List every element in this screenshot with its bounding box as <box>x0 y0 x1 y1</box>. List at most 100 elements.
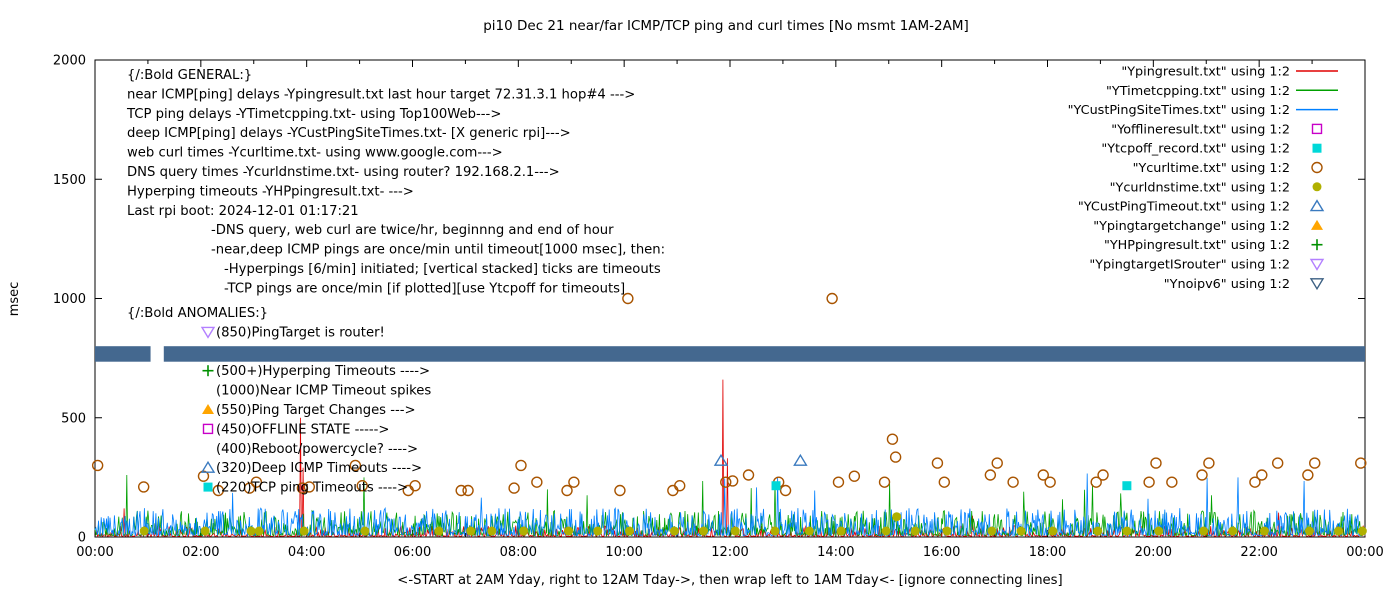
Ycurltime-point <box>455 484 467 497</box>
y-tick-label: 500 <box>61 411 86 426</box>
Ycurldnstime-point <box>246 526 256 536</box>
Ycurldnstime-point <box>466 526 476 536</box>
Ycurldnstime-point <box>910 526 920 536</box>
Ycurltime-point <box>742 469 755 481</box>
annotation-line: (500+)Hyperping Timeouts ----> <box>216 364 430 379</box>
annotation-line: near ICMP[ping] delays -Ypingresult.txt … <box>127 87 635 102</box>
x-tick-label: 16:00 <box>923 545 960 560</box>
Ycurltime-point <box>826 292 838 305</box>
y-tick-label: 1000 <box>53 292 86 307</box>
Ycurltime-point <box>1249 476 1261 488</box>
Ycurldnstime-point <box>200 526 210 536</box>
Ycurltime-point <box>832 476 845 488</box>
Ycurltime-point <box>1044 476 1056 488</box>
Ycurltime-point <box>720 476 732 488</box>
x-axis-label: <-START at 2AM Yday, right to 12AM Tday-… <box>397 573 1062 588</box>
legend-square-open-icon <box>1311 123 1323 135</box>
legend-entry: "Yofflineresult.txt" using 1:2 <box>1111 122 1323 137</box>
Ycurldnstime-point <box>487 526 497 536</box>
legend-label: "YpingtargetISrouter" using 1:2 <box>1089 258 1290 273</box>
annotation-line: -DNS query, web curl are twice/hr, begin… <box>211 223 614 238</box>
legend-entry: "Ycurldnstime.txt" using 1:2 <box>1110 180 1322 195</box>
YCustPingTimeout-point <box>713 453 729 466</box>
Ycurltime-point <box>531 476 543 488</box>
annotation-line: {/:Bold GENERAL:} <box>127 68 252 83</box>
Ycurltime-point <box>1271 457 1284 469</box>
Ycurltime-point <box>674 480 686 492</box>
Ycurltime-point <box>1256 469 1268 481</box>
annotation-line: -Hyperpings [6/min] initiated; [vertical… <box>224 262 661 277</box>
Ycurldnstime-point <box>564 526 574 536</box>
legend-entry: "Ytcpoff_record.txt" using 1:2 <box>1101 142 1322 157</box>
Ycurldnstime-point <box>1122 526 1132 536</box>
legend-entry: "Ynoipv6" using 1:2 <box>1164 277 1325 292</box>
annotation-line: (400)Reboot/powercycle? ----> <box>216 442 418 457</box>
Ytcpoff_record-point <box>771 481 781 491</box>
Ycurldnstime-point <box>254 526 264 536</box>
Ycurldnstime-point <box>360 526 370 536</box>
Ycurldnstime-point <box>699 526 709 536</box>
Ycurldnstime-point <box>1154 526 1164 536</box>
Ycurltime-point <box>878 476 891 488</box>
Ycurltime-point <box>1097 469 1109 481</box>
x-tick-label: 18:00 <box>1029 545 1066 560</box>
Ycurltime-point <box>1196 469 1208 481</box>
noise-series-YCustPingSiteTimes <box>94 473 1366 537</box>
Ycurltime-point <box>1166 476 1178 488</box>
x-tick-label: 20:00 <box>1135 545 1172 560</box>
Ycurltime-point <box>667 484 679 497</box>
Ycurltime-point <box>931 457 944 469</box>
anomaly-square-open-icon <box>202 423 214 435</box>
YCustPingTimeout-point <box>793 453 808 466</box>
Ycurltime-point <box>938 476 951 488</box>
Ycurldnstime-point <box>519 526 529 536</box>
Ycurltime-point <box>622 292 634 305</box>
Ycurltime-point <box>212 484 224 497</box>
legend-label: "Ynoipv6" using 1:2 <box>1164 277 1290 292</box>
x-tick-label: 02:00 <box>182 545 219 560</box>
legend-label: "Ytcpoff_record.txt" using 1:2 <box>1101 142 1290 157</box>
anomaly-triangle-up-filled-icon <box>202 404 214 414</box>
scatter-Ytcpoff_record <box>771 481 1132 491</box>
Ycurltime-point <box>1037 469 1049 481</box>
Ycurldnstime-point <box>1016 526 1026 536</box>
Ycurltime-point <box>779 484 792 497</box>
Ycurldnstime-point <box>1048 526 1058 536</box>
x-tick-label: 08:00 <box>500 545 537 560</box>
Ycurldnstime-point <box>1334 526 1344 536</box>
Ycurltime-point <box>726 475 739 487</box>
legend-entry: "YpingtargetISrouter" using 1:2 <box>1089 258 1325 273</box>
Ycurltime-point <box>561 484 573 497</box>
noise-series-Ypingresult <box>94 379 1366 538</box>
legend-label: "Ypingresult.txt" using 1:2 <box>1121 65 1290 80</box>
legend-label: "YTimetcpping.txt" using 1:2 <box>1106 84 1290 99</box>
noipv6-band <box>95 346 1366 362</box>
legend-entry: "YTimetcpping.txt" using 1:2 <box>1106 84 1338 99</box>
y-tick-label: 1500 <box>53 173 86 188</box>
Ycurltime-point <box>1203 457 1215 469</box>
legend-entry: "Ypingtargetchange" using 1:2 <box>1093 219 1323 234</box>
legend-triangle-down-open-icon <box>1309 278 1325 291</box>
Ycurltime-point <box>889 451 902 463</box>
legend-triangle-down-open-icon <box>1309 258 1325 271</box>
x-tick-label: 12:00 <box>711 545 748 560</box>
Ycurltime-point <box>1143 476 1155 488</box>
Ycurltime-point <box>409 480 421 492</box>
y-tick-label: 2000 <box>53 54 86 69</box>
Ycurltime-point <box>1355 457 1367 469</box>
annotation-line: (220)TCP ping Timeouts ----> <box>216 481 408 496</box>
Ycurldnstime-point <box>139 526 149 536</box>
Ycurltime-point <box>462 484 474 497</box>
Ycurltime-point <box>1150 457 1162 469</box>
x-tick-label: 22:00 <box>1240 545 1277 560</box>
Ycurldnstime-point <box>434 526 444 536</box>
Ycurldnstime-point <box>942 526 952 536</box>
annotation-line: (850)PingTarget is router! <box>216 325 385 340</box>
Ycurltime-point <box>250 476 263 488</box>
annotation-line: (450)OFFLINE STATE -----> <box>216 422 389 437</box>
Ycurldnstime-point <box>669 526 679 536</box>
Ycurldnstime-point <box>836 526 846 536</box>
x-tick-label: 14:00 <box>817 545 854 560</box>
Ycurltime-point <box>1090 476 1102 488</box>
annotation-line: {/:Bold ANOMALIES:} <box>127 306 268 321</box>
